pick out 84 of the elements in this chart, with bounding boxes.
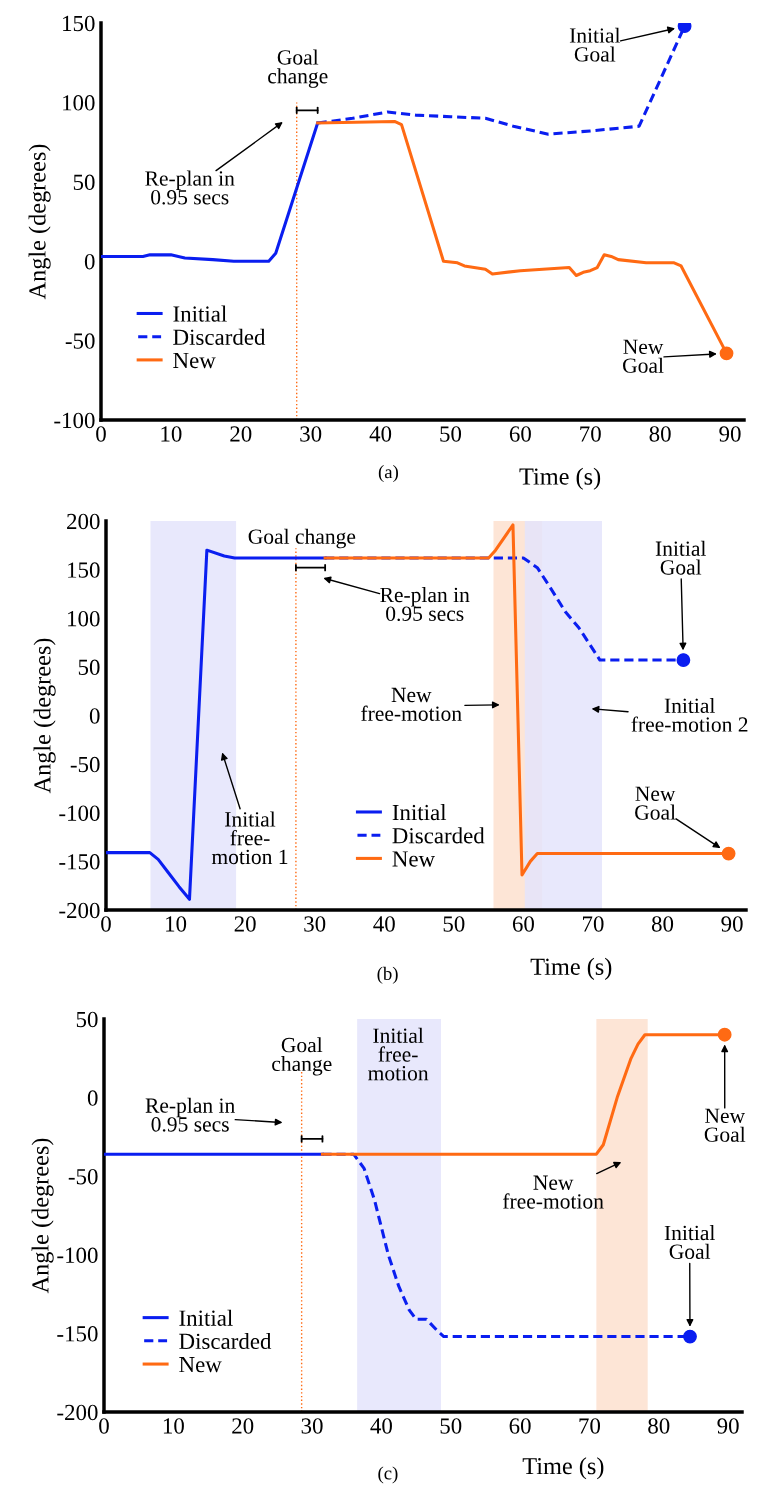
y-tick-label: 150 bbox=[63, 15, 95, 32]
y-tick-label: 150 bbox=[68, 562, 100, 578]
x-tick-label: 60 bbox=[509, 1418, 531, 1434]
x-tick-label: 80 bbox=[648, 1418, 670, 1434]
x-tick-label: 90 bbox=[719, 426, 741, 442]
x-tick-label: 70 bbox=[580, 426, 601, 442]
y-tick-label: -150 bbox=[59, 854, 100, 870]
text: (b) bbox=[377, 966, 398, 984]
legend-label: Discarded bbox=[392, 827, 485, 844]
y-tick-label: -100 bbox=[59, 805, 100, 821]
legend-label: New bbox=[392, 851, 435, 867]
x-tick-label: 0 bbox=[101, 916, 111, 932]
x-tick-label: 50 bbox=[443, 916, 465, 932]
annotation: Initial Goal bbox=[664, 1225, 715, 1259]
x-tick-label: 90 bbox=[721, 916, 743, 932]
x-tick-label: 40 bbox=[373, 916, 395, 932]
x-axis-title: Time (s) bbox=[519, 467, 601, 490]
y-tick-label: 50 bbox=[76, 1011, 98, 1028]
y-tick-label: 0 bbox=[84, 253, 95, 270]
annotation: Re-plan in 0.95 secs bbox=[380, 587, 470, 622]
band-label: New free-motion bbox=[503, 1175, 604, 1209]
y-axis-title: Angle (degrees) bbox=[33, 638, 56, 794]
x-tick-label: 20 bbox=[230, 426, 252, 442]
annotation: Initial Goal bbox=[569, 27, 621, 62]
ref-line-label: Goal change bbox=[268, 49, 328, 88]
band-label: Initial free-motion 2 bbox=[631, 697, 748, 732]
x-tick-label: 50 bbox=[440, 1418, 462, 1434]
x-tick-label: 60 bbox=[512, 916, 534, 932]
x-tick-label: 30 bbox=[301, 1418, 323, 1434]
legend-label: Initial bbox=[392, 804, 447, 821]
y-tick-label: 100 bbox=[68, 610, 100, 627]
legend-label: New bbox=[173, 352, 216, 369]
x-tick-label: 30 bbox=[304, 916, 326, 932]
x-tick-label: 70 bbox=[583, 916, 604, 932]
legend-label: Discarded bbox=[173, 328, 266, 345]
x-tick-label: 20 bbox=[232, 1418, 254, 1434]
annotation: New Goal bbox=[704, 1108, 746, 1142]
x-tick-label: 70 bbox=[579, 1418, 601, 1434]
x-tick-label: 10 bbox=[166, 916, 187, 932]
x-axis-title: Time (s) bbox=[522, 1457, 604, 1480]
y-tick-label: -50 bbox=[70, 756, 100, 773]
legend-label: Initial bbox=[173, 305, 227, 322]
annotation: Re-plan in 0.95 secs bbox=[145, 170, 235, 205]
y-axis-title: Angle (degrees) bbox=[28, 144, 51, 300]
y-tick-label: 0 bbox=[89, 708, 100, 724]
x-tick-label: 80 bbox=[651, 916, 674, 932]
legend-label: Discarded bbox=[179, 1332, 272, 1350]
annotation: New Goal bbox=[635, 786, 676, 820]
x-tick-label: 80 bbox=[649, 426, 671, 442]
x-tick-label: 40 bbox=[370, 1418, 392, 1434]
y-tick-label: -50 bbox=[68, 1168, 98, 1185]
x-tick-label: 20 bbox=[234, 916, 256, 932]
band-label: Initial free- motion bbox=[368, 1027, 429, 1081]
x-tick-label: 90 bbox=[717, 1418, 739, 1434]
band-label: Initial free- motion 1 bbox=[211, 811, 288, 865]
legend-label: Initial bbox=[179, 1309, 233, 1326]
y-tick-label: 50 bbox=[78, 659, 100, 676]
y-tick-label: -200 bbox=[59, 902, 100, 919]
annotation: Initial Goal bbox=[655, 540, 706, 575]
ref-line-label: Goal change bbox=[272, 1037, 332, 1076]
text: (a) bbox=[378, 465, 398, 483]
y-tick-label: 100 bbox=[63, 95, 95, 111]
x-tick-label: 60 bbox=[509, 426, 531, 442]
x-tick-label: 30 bbox=[300, 426, 322, 442]
annotation: Re-plan in 0.95 secs bbox=[145, 1097, 235, 1132]
y-tick-label: -200 bbox=[57, 1404, 98, 1421]
band-label: New free-motion bbox=[361, 687, 462, 721]
x-axis-title: Time (s) bbox=[530, 957, 612, 980]
y-tick-label: -100 bbox=[54, 412, 95, 429]
y-tick-label: -150 bbox=[57, 1326, 98, 1342]
legend-label: New bbox=[179, 1357, 222, 1373]
x-tick-label: 40 bbox=[369, 426, 392, 442]
y-tick-label: 50 bbox=[73, 174, 95, 190]
y-tick-label: -100 bbox=[57, 1247, 98, 1263]
y-tick-label: 0 bbox=[87, 1090, 98, 1106]
y-axis-title: Angle (degrees) bbox=[31, 1138, 54, 1294]
x-tick-label: 10 bbox=[161, 426, 182, 442]
annotation: New Goal bbox=[623, 339, 664, 373]
y-tick-label: 200 bbox=[67, 513, 100, 530]
x-tick-label: 50 bbox=[440, 426, 462, 442]
y-tick-label: -50 bbox=[65, 333, 95, 349]
ref-line-label: Goal change bbox=[248, 528, 356, 549]
text: (c) bbox=[378, 1466, 398, 1484]
x-tick-label: 10 bbox=[163, 1418, 184, 1434]
